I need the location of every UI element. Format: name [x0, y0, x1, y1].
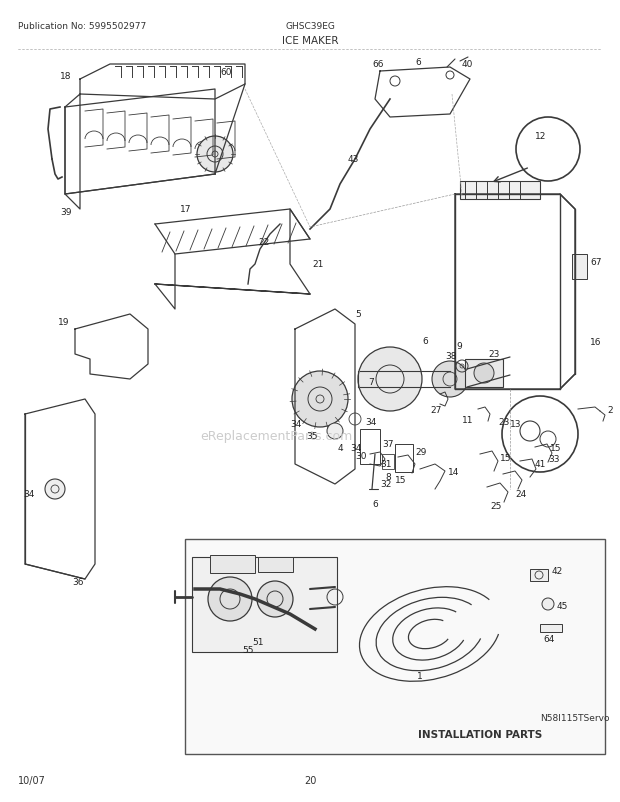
Text: 6: 6 [372, 500, 378, 508]
Text: 17: 17 [180, 205, 192, 214]
Text: N58I115TServo: N58I115TServo [540, 713, 609, 722]
Circle shape [208, 577, 252, 622]
Text: 24: 24 [515, 489, 526, 498]
Circle shape [432, 362, 468, 398]
Bar [572, 255, 587, 280]
Text: 6: 6 [415, 58, 421, 67]
Text: 34: 34 [350, 444, 361, 452]
Text: 38: 38 [445, 351, 456, 361]
Text: 34: 34 [365, 418, 376, 427]
Text: 60: 60 [220, 68, 231, 77]
Text: 12: 12 [535, 132, 546, 141]
Bar [185, 539, 605, 754]
Text: 27: 27 [430, 406, 441, 415]
Text: 5: 5 [355, 310, 361, 318]
Bar [382, 455, 394, 469]
Text: 64: 64 [543, 634, 554, 643]
Text: eReplacementParts.com: eReplacementParts.com [200, 429, 352, 443]
Text: 33: 33 [548, 455, 559, 464]
Text: 14: 14 [448, 468, 459, 476]
Text: 13: 13 [510, 419, 521, 428]
Circle shape [542, 598, 554, 610]
Text: 20: 20 [304, 775, 316, 785]
Bar [540, 624, 562, 632]
Text: 18: 18 [60, 72, 71, 81]
Text: 7: 7 [368, 378, 374, 387]
Text: 43: 43 [348, 155, 360, 164]
Text: 10/07: 10/07 [18, 775, 46, 785]
Text: 23: 23 [498, 418, 510, 427]
Text: 19: 19 [58, 318, 69, 326]
Text: 67: 67 [590, 257, 601, 267]
Text: GHSC39EG: GHSC39EG [285, 22, 335, 31]
Text: 37: 37 [382, 439, 394, 448]
Text: 55: 55 [242, 645, 254, 654]
Text: 35: 35 [306, 431, 317, 440]
Text: 23: 23 [488, 350, 499, 358]
Text: INSTALLATION PARTS: INSTALLATION PARTS [418, 729, 542, 739]
Circle shape [45, 480, 65, 500]
Circle shape [197, 137, 233, 172]
Text: 32: 32 [380, 480, 391, 488]
Text: Publication No: 5995502977: Publication No: 5995502977 [18, 22, 146, 31]
Text: 41: 41 [535, 460, 546, 468]
Bar [210, 555, 255, 573]
Bar [460, 182, 540, 200]
Bar [360, 429, 380, 464]
Text: 6: 6 [422, 337, 428, 346]
Text: 30: 30 [355, 452, 366, 460]
Text: 25: 25 [490, 501, 502, 510]
Text: 42: 42 [552, 566, 563, 575]
Text: 4: 4 [338, 444, 343, 452]
Text: 11: 11 [462, 415, 474, 424]
Bar [285, 622, 305, 636]
Text: 1: 1 [417, 671, 423, 680]
Text: 9: 9 [456, 342, 462, 350]
Circle shape [292, 371, 348, 427]
Text: 15: 15 [395, 476, 407, 484]
Text: 51: 51 [252, 638, 264, 646]
Text: 39: 39 [60, 208, 71, 217]
Text: 2: 2 [607, 406, 613, 415]
Text: 66: 66 [372, 60, 384, 69]
Circle shape [327, 423, 343, 439]
Bar [530, 569, 548, 581]
Text: ICE MAKER: ICE MAKER [281, 36, 339, 46]
Text: 8: 8 [385, 472, 391, 481]
Circle shape [474, 363, 494, 383]
Bar [258, 557, 293, 573]
Text: 29: 29 [415, 448, 427, 456]
Bar [192, 557, 337, 652]
Text: 15: 15 [500, 453, 511, 463]
Text: 21: 21 [312, 260, 324, 269]
Text: 16: 16 [590, 338, 601, 346]
Text: 36: 36 [72, 577, 84, 586]
Text: 31: 31 [380, 460, 391, 468]
Bar [465, 359, 503, 387]
Circle shape [358, 347, 422, 411]
Circle shape [257, 581, 293, 618]
Text: 34: 34 [24, 489, 35, 498]
Text: 45: 45 [557, 602, 569, 610]
Bar [395, 444, 413, 472]
Text: 34: 34 [290, 419, 301, 428]
Text: 40: 40 [462, 60, 474, 69]
Text: 22: 22 [258, 237, 269, 247]
Text: 15: 15 [550, 444, 562, 452]
